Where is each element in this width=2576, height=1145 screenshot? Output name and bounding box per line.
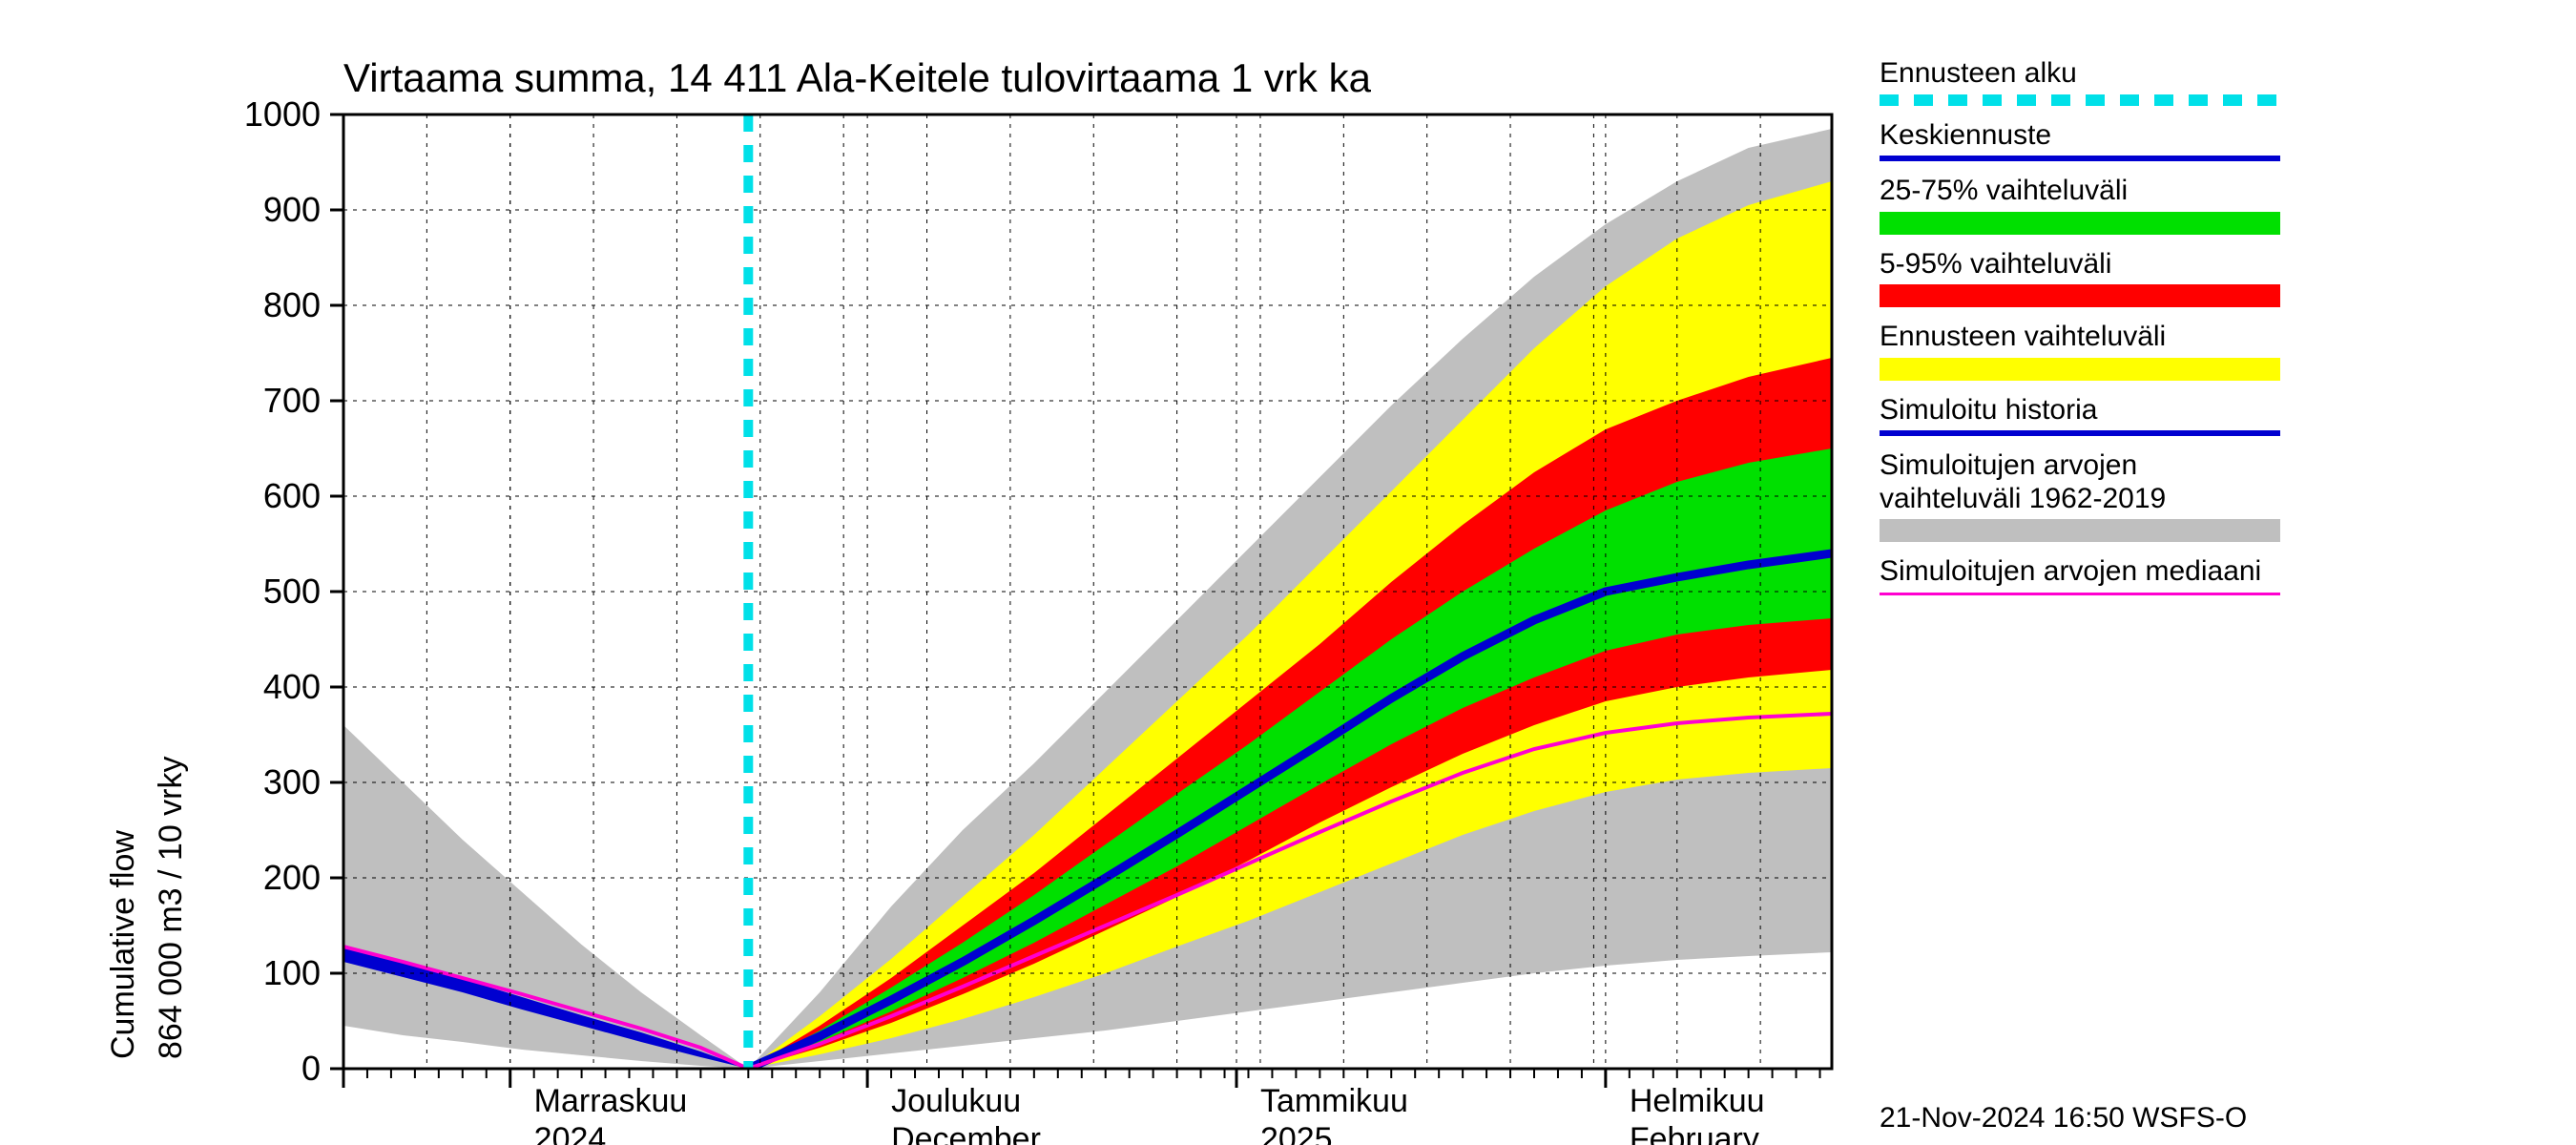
- legend: Ennusteen alku Keskiennuste 25-75% vaihtel…: [1880, 57, 2280, 609]
- svg-text:900: 900: [263, 190, 321, 229]
- legend-label: Ennusteen vaihteluväli: [1880, 321, 2280, 354]
- svg-text:400: 400: [263, 667, 321, 706]
- legend-swatch: [1880, 519, 2280, 542]
- svg-text:300: 300: [263, 762, 321, 802]
- svg-text:Tammikuu: Tammikuu: [1260, 1083, 1408, 1119]
- legend-item: Simuloitu historia: [1880, 394, 2280, 437]
- legend-item: Simuloitujen arvojen mediaani: [1880, 555, 2280, 595]
- svg-text:500: 500: [263, 572, 321, 611]
- svg-text:February: February: [1630, 1121, 1759, 1145]
- legend-label: Simuloitujen arvojen vaihteluväli 1962-2…: [1880, 449, 2280, 515]
- chart-title: Virtaama summa, 14 411 Ala-Keitele tulov…: [343, 55, 1371, 101]
- legend-label: Simuloitu historia: [1880, 394, 2280, 427]
- legend-swatch: [1880, 430, 2280, 436]
- svg-text:Marraskuu: Marraskuu: [534, 1083, 688, 1119]
- svg-text:Helmikuu: Helmikuu: [1630, 1083, 1765, 1119]
- svg-text:100: 100: [263, 953, 321, 992]
- legend-label: 5-95% vaihteluväli: [1880, 248, 2280, 281]
- legend-swatch: [1880, 94, 2280, 106]
- svg-text:2024: 2024: [534, 1121, 607, 1145]
- svg-text:200: 200: [263, 858, 321, 897]
- y-axis-label-2: 864 000 m3 / 10 vrky: [153, 756, 190, 1059]
- legend-swatch: [1880, 593, 2280, 595]
- legend-label: Simuloitujen arvojen mediaani: [1880, 555, 2280, 589]
- legend-item: 25-75% vaihteluväli: [1880, 175, 2280, 235]
- chart-stage: Virtaama summa, 14 411 Ala-Keitele tulov…: [0, 0, 2576, 1145]
- legend-swatch: [1880, 156, 2280, 161]
- legend-item: Keskiennuste: [1880, 119, 2280, 162]
- svg-text:Joulukuu: Joulukuu: [891, 1083, 1021, 1119]
- legend-swatch: [1880, 212, 2280, 235]
- y-axis-label-1: Cumulative flow: [105, 830, 142, 1059]
- legend-swatch: [1880, 284, 2280, 307]
- legend-label: Ennusteen alku: [1880, 57, 2280, 91]
- legend-label: Keskiennuste: [1880, 119, 2280, 153]
- svg-text:2025: 2025: [1260, 1121, 1333, 1145]
- legend-item: Ennusteen alku: [1880, 57, 2280, 106]
- svg-text:December: December: [891, 1121, 1041, 1145]
- legend-label: 25-75% vaihteluväli: [1880, 175, 2280, 208]
- svg-text:700: 700: [263, 381, 321, 420]
- legend-item: Simuloitujen arvojen vaihteluväli 1962-2…: [1880, 449, 2280, 542]
- legend-item: Ennusteen vaihteluväli: [1880, 321, 2280, 381]
- footer-timestamp: 21-Nov-2024 16:50 WSFS-O: [1880, 1102, 2247, 1135]
- legend-item: 5-95% vaihteluväli: [1880, 248, 2280, 308]
- svg-text:0: 0: [301, 1049, 321, 1088]
- legend-swatch: [1880, 358, 2280, 381]
- svg-text:600: 600: [263, 476, 321, 515]
- svg-text:1000: 1000: [244, 94, 321, 134]
- svg-text:800: 800: [263, 285, 321, 324]
